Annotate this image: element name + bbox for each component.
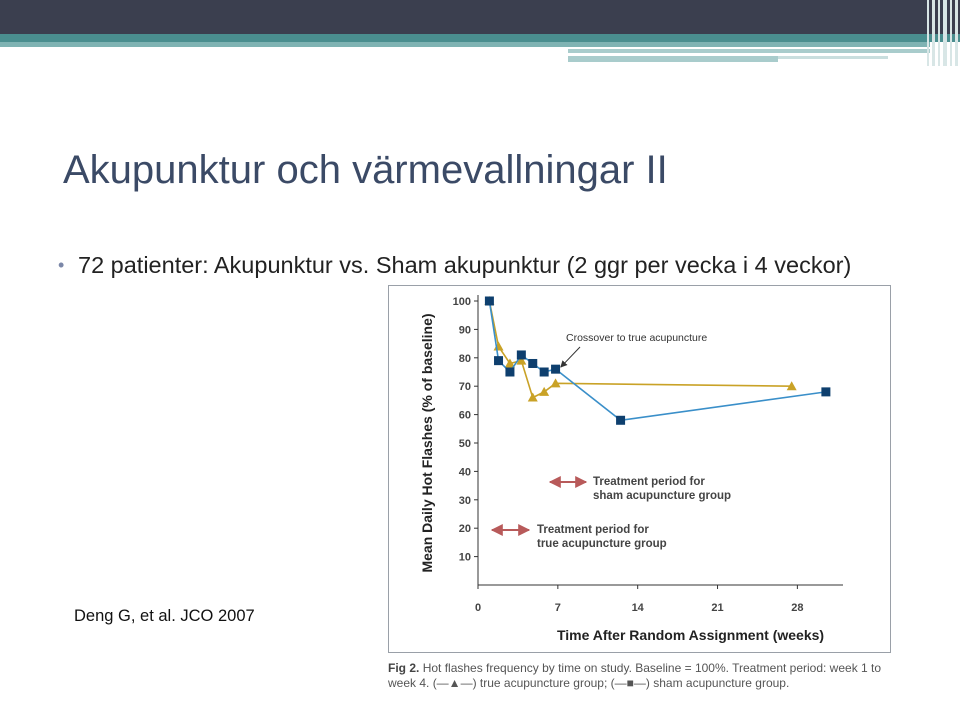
annotation-sham-period-line2: sham acupuncture group xyxy=(593,490,731,502)
annotation-true-period-line1: Treatment period for xyxy=(537,524,649,536)
data-point-square xyxy=(505,367,515,377)
data-point-triangle xyxy=(504,358,515,368)
y-tick-label: 40 xyxy=(459,466,471,478)
data-point-triangle xyxy=(550,378,561,388)
x-tick-label: 14 xyxy=(632,602,645,614)
slide-top-bar xyxy=(0,0,960,34)
y-tick-label: 100 xyxy=(453,296,471,308)
y-tick-label: 80 xyxy=(459,353,471,365)
y-axis-title: Mean Daily Hot Flashes (% of baseline) xyxy=(419,313,435,572)
data-point-triangle xyxy=(786,381,797,391)
citation: Deng G, et al. JCO 2007 xyxy=(74,607,255,625)
data-point-triangle xyxy=(539,386,550,396)
data-point-square xyxy=(821,387,831,397)
y-tick-label: 60 xyxy=(459,410,471,422)
x-tick-label: 0 xyxy=(475,602,481,614)
decor-stripe xyxy=(778,56,888,59)
data-point-square xyxy=(528,358,538,368)
figure-caption: Fig 2. Hot flashes frequency by time on … xyxy=(388,661,893,690)
y-tick-label: 10 xyxy=(459,552,471,564)
bullet-point: • 72 patienter: Akupunktur vs. Sham akup… xyxy=(58,250,868,281)
y-tick-label: 70 xyxy=(459,381,471,393)
data-point-square xyxy=(516,350,526,360)
decor-stripe xyxy=(568,56,778,62)
annotation-sham-period-line1: Treatment period for xyxy=(593,476,705,488)
decor-stripe xyxy=(0,42,930,47)
annotation-crossover: Crossover to true acupuncture xyxy=(566,332,707,344)
series-line xyxy=(488,300,792,399)
data-point-square xyxy=(494,356,504,366)
data-point-square xyxy=(616,415,626,425)
series-line xyxy=(488,300,827,422)
hot-flash-chart: 10 20 30 40 50 60 70 80 90 100 0 7 14 21 28 Time After … xyxy=(419,295,843,643)
decor-stripe xyxy=(0,34,960,42)
caption-text: Hot flashes frequency by time on study. … xyxy=(388,661,882,690)
x-tick-label: 28 xyxy=(791,602,803,614)
y-tick-label: 30 xyxy=(459,495,471,507)
y-tick-label: 90 xyxy=(459,324,471,336)
figure-frame xyxy=(388,285,891,653)
decor-vertical-lines xyxy=(925,0,960,66)
crossover-pointer-arrow xyxy=(560,346,581,368)
data-point-triangle xyxy=(516,355,527,365)
data-point-square xyxy=(551,364,561,374)
caption-label: Fig 2. xyxy=(388,661,420,675)
x-axis-title: Time After Random Assignment (weeks) xyxy=(557,627,824,643)
x-tick-label: 7 xyxy=(555,602,561,614)
decor-stripe xyxy=(568,49,930,53)
slide-title: Akupunktur och värmevallningar II xyxy=(63,148,668,192)
y-tick-label: 50 xyxy=(459,438,471,450)
data-point-square xyxy=(539,367,549,377)
annotation-true-period-line2: true acupuncture group xyxy=(537,538,667,550)
data-point-triangle xyxy=(527,392,538,402)
data-point-square xyxy=(484,296,494,306)
bullet-text: 72 patienter: Akupunktur vs. Sham akupun… xyxy=(78,252,852,278)
y-tick-label: 20 xyxy=(459,523,471,535)
x-tick-label: 21 xyxy=(711,602,723,614)
bullet-dot-icon: • xyxy=(58,255,65,275)
